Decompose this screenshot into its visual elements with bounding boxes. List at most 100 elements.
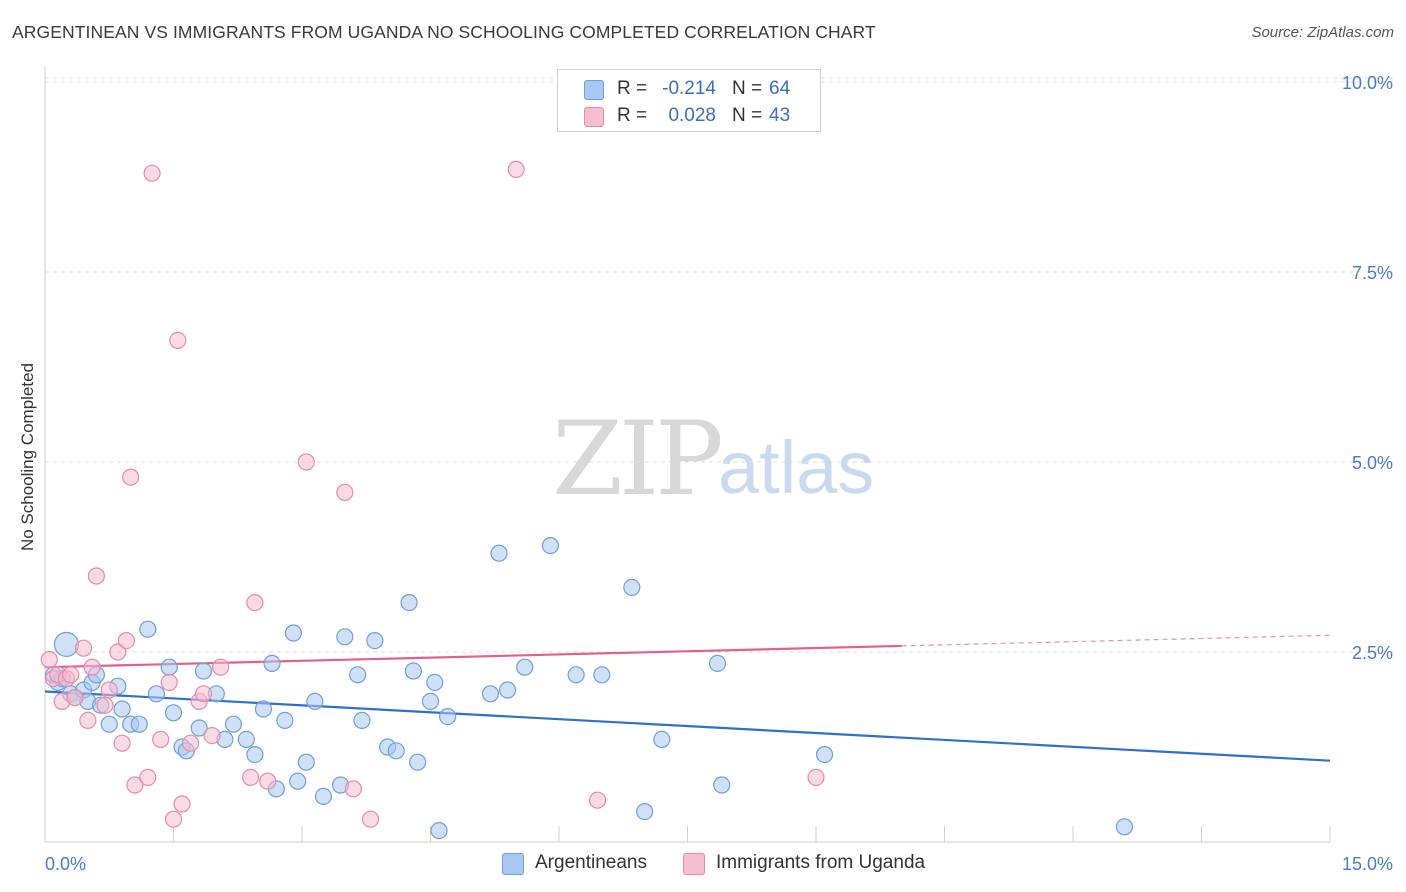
point-argentineans — [246, 745, 264, 764]
point-uganda — [79, 711, 97, 730]
point-uganda — [807, 768, 825, 787]
point-argentineans — [164, 704, 183, 722]
point-argentineans — [139, 620, 157, 638]
point-argentineans — [499, 681, 517, 699]
point-argentineans — [353, 711, 371, 730]
y-axis-label: No Schooling Completed — [18, 363, 37, 551]
trendline-uganda — [901, 634, 1331, 647]
point-argentineans — [194, 662, 213, 680]
point-argentineans — [263, 654, 281, 673]
point-uganda — [212, 658, 230, 676]
point-uganda — [182, 734, 200, 752]
point-argentineans — [306, 692, 324, 711]
legend-r-label: R = — [617, 105, 648, 126]
point-uganda — [164, 810, 183, 828]
point-uganda — [588, 791, 607, 809]
legend-n-value: 43 — [769, 105, 791, 126]
point-argentineans — [421, 692, 440, 711]
point-argentineans — [349, 666, 367, 684]
y-tick-label: 7.5% — [1352, 263, 1393, 283]
legend-n-value: 64 — [769, 78, 791, 99]
point-argentineans — [713, 776, 731, 794]
point-uganda — [259, 772, 277, 790]
chart-title: ARGENTINEAN VS IMMIGRANTS FROM UGANDA NO… — [12, 22, 876, 42]
point-uganda — [122, 468, 140, 486]
point-argentineans — [708, 654, 727, 673]
bottom-legend-label: Immigrants from Uganda — [716, 852, 926, 873]
x-tick-label: 0.0% — [45, 854, 86, 874]
point-uganda — [336, 483, 354, 501]
point-argentineans — [289, 772, 307, 790]
point-argentineans — [541, 536, 560, 555]
legend-swatch-pink — [584, 107, 604, 127]
point-argentineans — [100, 715, 118, 733]
point-argentineans — [815, 745, 834, 764]
point-uganda — [246, 593, 264, 612]
bottom-legend-swatch-pink — [683, 853, 705, 875]
point-argentineans — [284, 624, 303, 642]
grid-lines — [45, 77, 1395, 653]
legend-row-argentineans: R = -0.214 N = 64 — [558, 76, 820, 102]
trendline-uganda — [44, 644, 902, 669]
correlation-legend: R = -0.214 N = 64 R = 0.028 N = 43 — [557, 69, 821, 132]
y-tick-label: 5.0% — [1352, 453, 1393, 473]
point-argentineans — [297, 753, 315, 771]
y-tick-label: 2.5% — [1352, 643, 1393, 663]
point-uganda — [143, 164, 161, 182]
bottom-legend-label: Argentineans — [535, 852, 647, 873]
point-uganda — [139, 768, 157, 787]
point-uganda — [160, 673, 178, 692]
point-uganda — [100, 681, 118, 699]
data-points — [40, 160, 1134, 840]
legend-r-value: -0.214 — [662, 78, 716, 99]
legend-swatch-blue — [584, 80, 604, 100]
point-argentineans — [439, 707, 457, 726]
point-argentineans — [400, 593, 418, 612]
source-label: Source: ZipAtlas.com — [1251, 24, 1394, 41]
point-uganda — [242, 768, 260, 787]
point-uganda — [126, 776, 144, 794]
point-argentineans — [190, 719, 208, 737]
bottom-legend-swatch-blue — [502, 853, 524, 875]
point-argentineans — [516, 658, 534, 676]
point-uganda — [96, 696, 114, 714]
point-argentineans — [130, 715, 148, 733]
point-uganda — [152, 730, 170, 749]
point-argentineans — [237, 730, 255, 749]
point-uganda — [117, 631, 135, 650]
point-argentineans — [409, 753, 427, 771]
point-argentineans — [490, 544, 508, 562]
point-argentineans — [430, 821, 448, 840]
point-uganda — [297, 453, 315, 471]
point-uganda — [507, 160, 525, 178]
point-argentineans — [366, 631, 384, 650]
point-argentineans — [593, 666, 611, 684]
point-argentineans — [623, 578, 641, 597]
point-uganda — [203, 726, 221, 745]
point-uganda — [113, 734, 131, 752]
legend-n-label: N = — [732, 78, 763, 99]
point-uganda — [83, 658, 101, 676]
point-uganda — [109, 643, 127, 661]
point-argentineans — [636, 802, 654, 821]
point-uganda — [40, 650, 58, 669]
legend-n-label: N = — [732, 105, 763, 126]
point-argentineans — [314, 787, 333, 806]
point-uganda — [194, 685, 213, 703]
point-argentineans — [254, 700, 273, 718]
point-argentineans — [426, 673, 444, 692]
watermark-atlas: atlas — [718, 426, 875, 509]
point-uganda — [344, 780, 362, 798]
point-uganda — [66, 688, 84, 707]
watermark-zip: ZIP — [552, 400, 724, 519]
point-argentineans — [336, 628, 354, 646]
point-argentineans — [276, 711, 294, 730]
point-argentineans — [567, 666, 585, 684]
legend-r-label: R = — [617, 78, 648, 99]
point-argentineans — [224, 715, 243, 733]
axes — [44, 66, 1331, 843]
trend-lines — [44, 634, 1331, 762]
point-argentineans — [404, 662, 422, 680]
point-argentineans — [481, 685, 500, 703]
